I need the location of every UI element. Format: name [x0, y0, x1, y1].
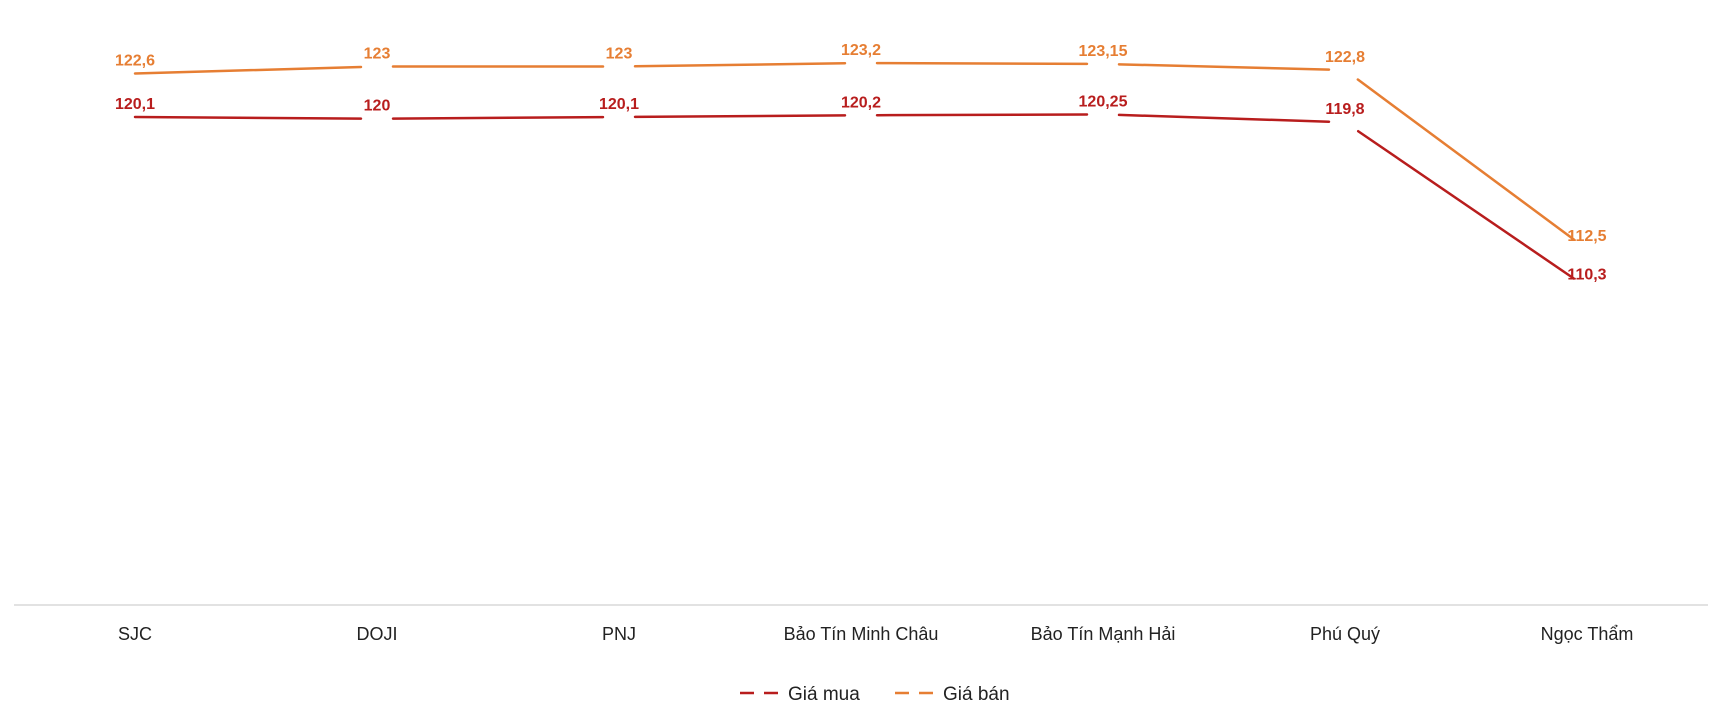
data-label: 120,2 [841, 94, 881, 111]
category-label: Ngọc Thẩm [1541, 624, 1634, 644]
data-label: 120 [364, 98, 391, 115]
data-label: 120,25 [1079, 93, 1128, 110]
legend-label-gia-ban: Giá bán [943, 684, 1010, 705]
legend-label-gia-mua: Giá mua [788, 684, 860, 705]
data-label-layer: 120,1 120 120,1 120,2 120,25 119,8 110,3 122,6 1… [115, 42, 1607, 283]
data-label: 110,3 [1567, 267, 1606, 284]
data-label: 123,15 [1079, 43, 1128, 60]
category-label: Bảo Tín Mạnh Hải [1031, 624, 1176, 644]
series-line-segment [1117, 113, 1331, 123]
category-label: PNJ [602, 624, 636, 644]
series-line-segment [633, 114, 847, 119]
series-gia-ban [133, 61, 1576, 241]
data-label: 122,6 [115, 53, 155, 70]
data-label: 112,5 [1567, 228, 1606, 245]
data-label: 120,1 [599, 96, 639, 113]
series-line-segment [633, 62, 847, 68]
series-line-segment [1356, 78, 1576, 241]
data-label: 120,1 [115, 96, 155, 113]
category-label: DOJI [356, 624, 397, 644]
category-label: SJC [118, 624, 152, 644]
data-label: 123 [606, 46, 633, 63]
series-line-segment [391, 115, 605, 120]
series-line-segment [875, 61, 1089, 66]
series-line-segment [133, 65, 363, 75]
series-line-segment [1356, 129, 1576, 280]
data-label: 123,2 [841, 42, 881, 59]
series-line-segment [133, 115, 363, 120]
legend: Giá mua Giá bán [740, 684, 1010, 705]
series-line-segment [875, 113, 1089, 117]
data-label: 122,8 [1325, 49, 1365, 66]
series-layer [133, 61, 1576, 280]
legend-item-gia-mua: Giá mua [740, 684, 860, 705]
legend-item-gia-ban: Giá bán [895, 684, 1010, 705]
category-label: Bảo Tín Minh Châu [784, 624, 939, 644]
series-line-segment [1117, 63, 1331, 71]
data-label: 123 [364, 46, 391, 63]
category-label: Phú Quý [1310, 624, 1380, 644]
category-axis: SJC DOJI PNJ Bảo Tín Minh Châu Bảo Tín Mạnh … [118, 624, 1633, 644]
data-label: 119,8 [1325, 101, 1364, 118]
series-gia-mua [133, 113, 1576, 280]
